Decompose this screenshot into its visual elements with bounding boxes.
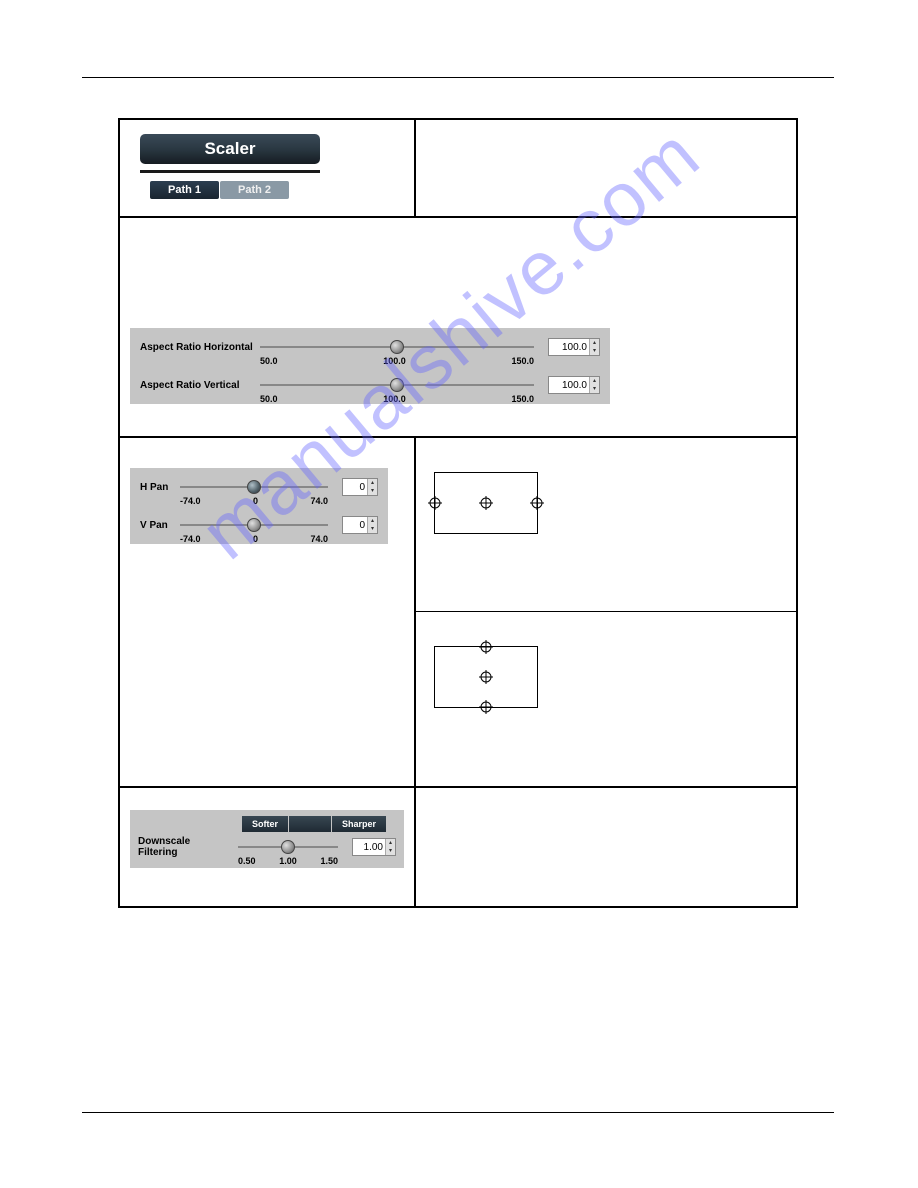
hpan-tick-max: 74.0 [310, 496, 328, 506]
aspect-h-value[interactable]: 100.0 ▴▾ [548, 338, 600, 356]
cell-header-right [415, 119, 797, 217]
cell-filter-right [415, 787, 797, 907]
crosshair-icon [530, 496, 544, 510]
aspect-h-slider[interactable]: 50.0 100.0 150.0 [260, 338, 534, 356]
footer-divider [82, 1112, 834, 1113]
filter-tick-max: 1.50 [320, 856, 338, 866]
main-table: Scaler Path 1 Path 2 Aspect Ratio Horizo… [118, 118, 798, 908]
crosshair-icon [479, 496, 493, 510]
sharper-button[interactable]: Sharper [332, 816, 386, 832]
filter-panel: Softer Sharper Downscale Filtering 0.50 … [130, 810, 404, 868]
cell-pan-diagrams [415, 437, 797, 787]
crosshair-icon [479, 700, 493, 714]
hpan-tick-min: -74.0 [180, 496, 201, 506]
vpan-value[interactable]: 0 ▴▾ [342, 516, 378, 534]
crosshair-icon [428, 496, 442, 510]
aspect-v-slider[interactable]: 50.0 100.0 150.0 [260, 376, 534, 394]
aspect-h-tick-min: 50.0 [260, 356, 278, 366]
vpan-tick-min: -74.0 [180, 534, 201, 544]
filter-row: Downscale Filtering 0.50 1.00 1.50 1.00 [138, 836, 396, 858]
vpan-tick-mid: 0 [253, 534, 258, 544]
vpan-stepper[interactable]: ▴▾ [367, 517, 377, 533]
header-divider [82, 77, 834, 78]
scaler-underline [140, 170, 320, 173]
hpan-value[interactable]: 0 ▴▾ [342, 478, 378, 496]
filter-stepper[interactable]: ▴▾ [385, 839, 395, 855]
pan-panel: H Pan -74.0 0 74.0 0 [130, 468, 388, 544]
aspect-v-value[interactable]: 100.0 ▴▾ [548, 376, 600, 394]
hpan-stepper[interactable]: ▴▾ [367, 479, 377, 495]
aspect-h-row: Aspect Ratio Horizontal 50.0 100.0 150.0 [140, 338, 600, 356]
hpan-diagram [434, 472, 538, 534]
aspect-v-tick-min: 50.0 [260, 394, 278, 404]
cell-pan-controls: H Pan -74.0 0 74.0 0 [119, 437, 415, 787]
vpan-slider[interactable]: -74.0 0 74.0 [180, 516, 328, 534]
filter-slider[interactable]: 0.50 1.00 1.50 [238, 838, 338, 856]
softer-button[interactable]: Softer [242, 816, 288, 832]
hpan-label: H Pan [140, 482, 180, 493]
aspect-h-label: Aspect Ratio Horizontal [140, 342, 260, 353]
filter-button-bar: Softer Sharper [242, 816, 396, 832]
filter-tick-mid: 1.00 [279, 856, 297, 866]
cell-filter-controls: Softer Sharper Downscale Filtering 0.50 … [119, 787, 415, 907]
hpan-diagram-area [416, 438, 796, 612]
scaler-title-box: Scaler [140, 134, 320, 164]
crosshair-icon [479, 670, 493, 684]
filter-label: Downscale Filtering [138, 836, 238, 858]
filter-tick-min: 0.50 [238, 856, 256, 866]
aspect-h-tick-max: 150.0 [511, 356, 534, 366]
hpan-row: H Pan -74.0 0 74.0 0 [140, 478, 378, 496]
scaler-title: Scaler [204, 139, 255, 159]
aspect-ratio-panel: Aspect Ratio Horizontal 50.0 100.0 150.0 [130, 328, 610, 404]
hpan-tick-mid: 0 [253, 496, 258, 506]
aspect-v-tick-max: 150.0 [511, 394, 534, 404]
page: Scaler Path 1 Path 2 Aspect Ratio Horizo… [82, 77, 834, 908]
vpan-diagram [434, 646, 538, 708]
aspect-v-label: Aspect Ratio Vertical [140, 380, 260, 391]
tab-path-1[interactable]: Path 1 [150, 181, 219, 199]
vpan-row: V Pan -74.0 0 74.0 0 [140, 516, 378, 534]
aspect-v-tick-mid: 100.0 [383, 394, 406, 404]
aspect-h-tick-mid: 100.0 [383, 356, 406, 366]
vpan-label: V Pan [140, 520, 180, 531]
hpan-slider[interactable]: -74.0 0 74.0 [180, 478, 328, 496]
filter-blank-button[interactable] [289, 816, 331, 832]
vpan-tick-max: 74.0 [310, 534, 328, 544]
tab-path-2[interactable]: Path 2 [220, 181, 289, 199]
aspect-h-stepper[interactable]: ▴▾ [589, 339, 599, 355]
vpan-diagram-area [416, 612, 796, 786]
filter-value[interactable]: 1.00 ▴▾ [352, 838, 396, 856]
cell-aspect-ratio: Aspect Ratio Horizontal 50.0 100.0 150.0 [119, 217, 797, 437]
tab-bar: Path 1 Path 2 [150, 181, 404, 199]
aspect-v-row: Aspect Ratio Vertical 50.0 100.0 150.0 [140, 376, 600, 394]
crosshair-icon [479, 640, 493, 654]
cell-header: Scaler Path 1 Path 2 [119, 119, 415, 217]
aspect-v-stepper[interactable]: ▴▾ [589, 377, 599, 393]
